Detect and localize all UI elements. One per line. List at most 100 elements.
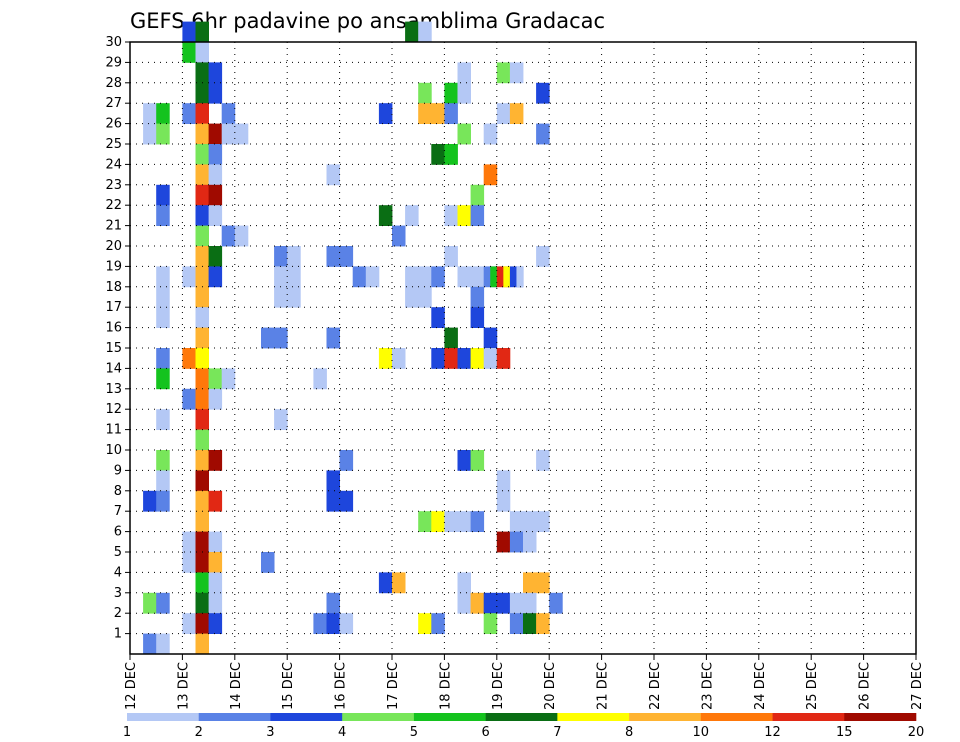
heatmap-cell bbox=[405, 21, 419, 43]
heatmap-cell bbox=[208, 184, 223, 206]
heatmap-cell bbox=[156, 368, 170, 390]
y-tick-label: 10 bbox=[105, 443, 122, 458]
heatmap-cell bbox=[261, 327, 275, 349]
heatmap-cell bbox=[182, 613, 196, 634]
heatmap-cell bbox=[208, 246, 223, 267]
heatmap-cell bbox=[431, 511, 445, 532]
heatmap-cell bbox=[444, 205, 458, 226]
heatmap-cell bbox=[326, 327, 340, 349]
heatmap-cell bbox=[195, 490, 209, 512]
y-tick-label: 18 bbox=[105, 280, 122, 295]
heatmap-cell bbox=[549, 592, 563, 614]
x-tick-label: 18 DEC bbox=[438, 662, 453, 710]
y-tick-label: 20 bbox=[105, 239, 122, 254]
colorbar-segment bbox=[629, 713, 702, 721]
x-tick-label: 15 DEC bbox=[281, 662, 296, 710]
y-tick-label: 5 bbox=[114, 545, 122, 560]
heatmap-cell bbox=[457, 266, 471, 288]
y-tick-label: 6 bbox=[114, 525, 122, 540]
heatmap-cell bbox=[195, 266, 209, 288]
heatmap-cell bbox=[208, 266, 223, 288]
heatmap-cell bbox=[496, 531, 511, 553]
heatmap-cell bbox=[536, 450, 550, 471]
heatmap-cell bbox=[405, 205, 419, 226]
x-tick-label: 19 DEC bbox=[491, 662, 506, 710]
heatmap-cell bbox=[326, 470, 340, 492]
x-tick-label: 13 DEC bbox=[176, 662, 191, 710]
heatmap-cell bbox=[156, 592, 170, 614]
heatmap-cell bbox=[457, 450, 471, 471]
heatmap-cell bbox=[339, 246, 354, 267]
colorbar-segment bbox=[198, 713, 271, 721]
heatmap-cell bbox=[418, 613, 432, 634]
heatmap-cell bbox=[503, 266, 511, 288]
heatmap-cell bbox=[326, 592, 340, 614]
heatmap-cell bbox=[457, 572, 471, 594]
heatmap-cell bbox=[536, 613, 550, 634]
heatmap-cell bbox=[195, 633, 209, 655]
heatmap-cell bbox=[195, 450, 209, 471]
x-tick-label: 22 DEC bbox=[648, 662, 663, 710]
heatmap-cell bbox=[182, 552, 196, 573]
heatmap-cell bbox=[208, 82, 223, 104]
heatmap-cell bbox=[523, 572, 537, 594]
y-tick-label: 2 bbox=[114, 606, 122, 621]
heatmap-cell bbox=[392, 572, 406, 594]
y-tick-label: 19 bbox=[105, 259, 122, 274]
heatmap-cell bbox=[470, 286, 485, 308]
y-tick-label: 4 bbox=[114, 565, 122, 580]
heatmap-cell bbox=[483, 592, 498, 614]
heatmap-cell bbox=[339, 613, 354, 634]
heatmap-cell bbox=[195, 572, 209, 594]
heatmap-cell bbox=[143, 123, 157, 145]
heatmap-cell bbox=[195, 21, 209, 43]
heatmap-cell bbox=[326, 490, 340, 512]
x-tick-label: 14 DEC bbox=[229, 662, 244, 710]
y-tick-label: 1 bbox=[114, 627, 122, 642]
heatmap-cell bbox=[195, 531, 209, 553]
heatmap-cell bbox=[195, 613, 209, 634]
colorbar-label: 5 bbox=[410, 725, 418, 740]
heatmap-cell bbox=[143, 592, 157, 614]
heatmap-cell bbox=[195, 246, 209, 267]
heatmap-cell bbox=[156, 286, 170, 308]
heatmap-cell bbox=[195, 42, 209, 63]
y-tick-label: 8 bbox=[114, 484, 122, 499]
y-tick-label: 26 bbox=[105, 117, 122, 132]
heatmap-cell bbox=[536, 82, 550, 104]
y-tick-label: 11 bbox=[105, 423, 122, 438]
colorbar-segment bbox=[772, 713, 845, 721]
heatmap-cell bbox=[195, 388, 209, 410]
heatmap-cell bbox=[195, 592, 209, 614]
heatmap-cell bbox=[208, 572, 223, 594]
heatmap-cell bbox=[509, 613, 524, 634]
heatmap-cell bbox=[326, 613, 340, 634]
colorbar-label: 7 bbox=[553, 725, 561, 740]
colorbar-segment bbox=[127, 713, 200, 721]
colorbar-segment bbox=[557, 713, 630, 721]
heatmap-cell bbox=[208, 388, 223, 410]
heatmap-cell bbox=[208, 490, 223, 512]
heatmap-cell bbox=[156, 205, 170, 226]
y-tick-label: 7 bbox=[114, 504, 122, 519]
x-tick-label: 24 DEC bbox=[753, 662, 768, 710]
heatmap-cell bbox=[287, 286, 301, 308]
heatmap-cell bbox=[195, 552, 209, 573]
heatmap-cell bbox=[496, 62, 511, 84]
heatmap-cell bbox=[431, 144, 445, 165]
heatmap-cell bbox=[444, 82, 458, 104]
x-tick-label: 27 DEC bbox=[910, 662, 925, 710]
y-tick-label: 17 bbox=[105, 300, 122, 315]
heatmap-cell bbox=[274, 246, 288, 267]
x-tick-label: 12 DEC bbox=[124, 662, 139, 710]
y-tick-label: 28 bbox=[105, 76, 122, 91]
heatmap-cell bbox=[143, 633, 157, 655]
y-tick-label: 23 bbox=[105, 178, 122, 193]
heatmap-cell bbox=[378, 103, 393, 124]
heatmap-cell bbox=[431, 613, 445, 634]
heatmap-cell bbox=[457, 82, 471, 104]
x-tick-label: 26 DEC bbox=[858, 662, 873, 710]
heatmap-cell bbox=[221, 123, 236, 145]
heatmap-cell bbox=[523, 531, 537, 553]
